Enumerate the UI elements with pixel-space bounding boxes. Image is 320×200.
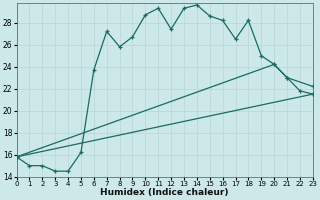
X-axis label: Humidex (Indice chaleur): Humidex (Indice chaleur) bbox=[100, 188, 229, 197]
